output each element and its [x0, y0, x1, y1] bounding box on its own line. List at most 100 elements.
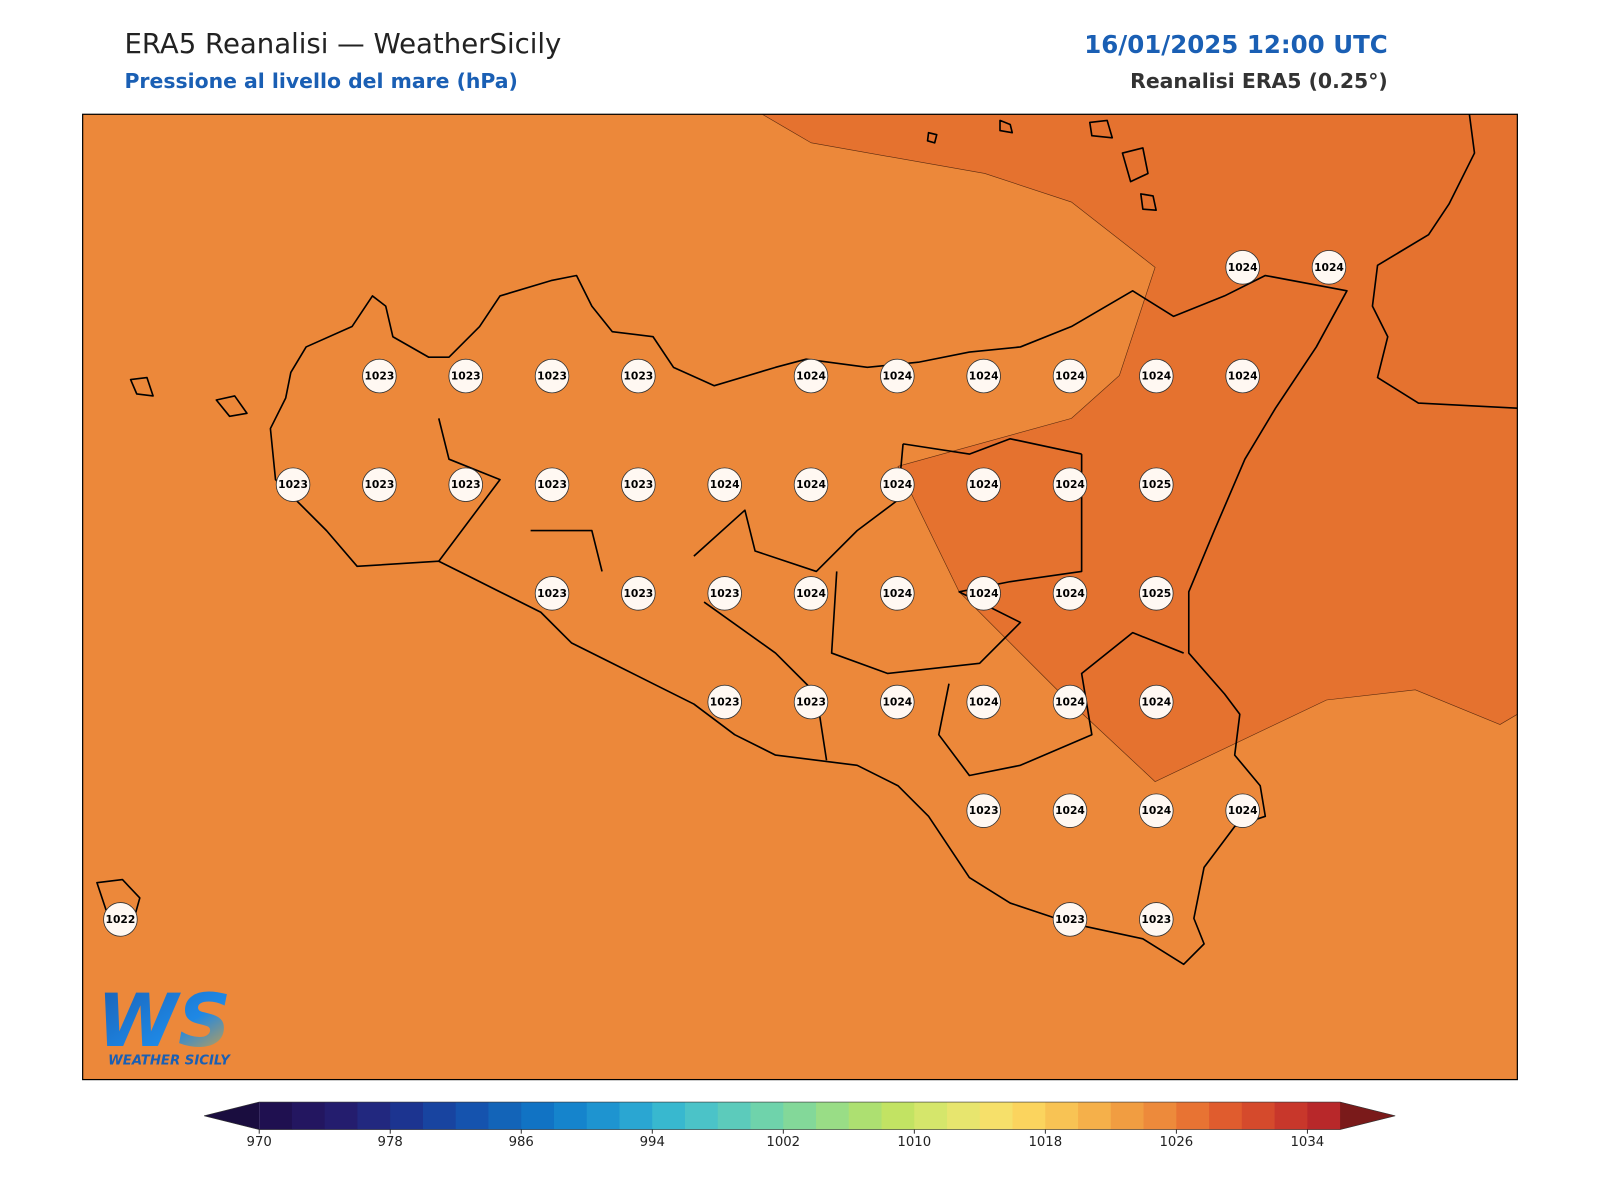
station-value: 1024 — [1055, 478, 1085, 491]
station-value: 1023 — [537, 478, 567, 491]
station-value: 1024 — [969, 370, 999, 383]
station: 1024 — [880, 576, 915, 611]
station: 1024 — [1052, 684, 1088, 720]
station-value: 1024 — [969, 696, 999, 709]
station-value: 1023 — [451, 478, 481, 491]
colorbar-tick-label: 978 — [378, 1135, 403, 1150]
station-value: 1023 — [623, 587, 653, 600]
station-marker — [1139, 467, 1174, 502]
station: 1024 — [1052, 467, 1088, 502]
colorbar-segment — [1307, 1102, 1341, 1130]
station-value: 1023 — [1055, 913, 1085, 926]
colorbar-segment — [1274, 1102, 1308, 1130]
colorbar-tick-label: 970 — [247, 1135, 272, 1150]
station: 1024 — [1225, 793, 1260, 828]
station: 1023 — [1139, 902, 1174, 937]
colorbar-segment — [455, 1102, 489, 1130]
station-value: 1024 — [969, 478, 999, 491]
colorbar-segment — [1012, 1102, 1046, 1130]
colorbar-segment — [390, 1102, 424, 1130]
station-value: 1024 — [1055, 370, 1085, 383]
station-value: 1023 — [710, 696, 740, 709]
colorbar-tick-label: 1034 — [1290, 1135, 1324, 1150]
station: 1023 — [448, 467, 483, 502]
station-marker — [534, 467, 570, 502]
station: 1023 — [793, 684, 829, 720]
station-value: 1023 — [364, 370, 394, 383]
station: 1024 — [880, 684, 915, 720]
colorbar-segment — [1143, 1102, 1177, 1130]
station-marker — [707, 467, 742, 502]
station: 1023 — [275, 467, 311, 502]
station: 1023 — [534, 358, 570, 394]
station-marker — [1139, 902, 1174, 937]
station-marker — [362, 467, 397, 502]
station-value: 1025 — [1141, 587, 1171, 600]
colorbar-under — [204, 1102, 260, 1130]
station-marker — [966, 793, 1001, 828]
colorbar-segment — [750, 1102, 784, 1130]
colorbar-segment — [521, 1102, 555, 1130]
colorbar-segment — [783, 1102, 817, 1130]
colorbar-segment — [324, 1102, 358, 1130]
islands — [96, 119, 1157, 925]
colorbar-segment — [259, 1102, 293, 1130]
station: 1024 — [880, 467, 915, 502]
station: 1023 — [362, 358, 397, 394]
station-marker — [534, 358, 570, 394]
station-marker — [275, 467, 311, 502]
colorbar-segment — [1045, 1102, 1079, 1130]
station-value: 1023 — [623, 370, 653, 383]
station-value: 1025 — [1141, 478, 1171, 491]
station-value: 1024 — [882, 587, 912, 600]
station-value: 1023 — [1141, 913, 1171, 926]
colorbar-segment — [881, 1102, 915, 1130]
colorbar-segment — [1078, 1102, 1112, 1130]
station: 1024 — [1225, 250, 1260, 285]
station: 1024 — [1225, 358, 1260, 394]
station: 1023 — [621, 358, 656, 394]
colorbar-segment — [652, 1102, 686, 1130]
title: ERA5 Reanalisi — WeatherSicily — [124, 28, 561, 60]
station-marker — [448, 467, 483, 502]
station: 1023 — [966, 793, 1001, 828]
station-marker — [1052, 576, 1088, 611]
colorbar-segment — [979, 1102, 1014, 1130]
station-marker — [1139, 684, 1174, 720]
station-value: 1024 — [1055, 696, 1085, 709]
station-marker — [966, 576, 1001, 611]
station-marker — [1052, 358, 1088, 394]
station-value: 1024 — [882, 370, 912, 383]
colorbar-segment — [1176, 1102, 1210, 1130]
colorbar-tick-label: 994 — [640, 1135, 665, 1150]
station-value: 1024 — [1055, 804, 1085, 817]
station-value: 1024 — [1055, 587, 1085, 600]
station-value: 1024 — [1228, 370, 1258, 383]
station-value: 1022 — [106, 913, 136, 926]
station-value: 1023 — [364, 478, 394, 491]
datetime: 16/01/2025 12:00 UTC — [1084, 30, 1388, 59]
station-value: 1024 — [1141, 370, 1171, 383]
colorbar-tick-label: 1002 — [766, 1135, 800, 1150]
station-value: 1024 — [796, 370, 826, 383]
station-value: 1023 — [537, 370, 567, 383]
station-marker — [1225, 250, 1260, 285]
station: 1024 — [966, 684, 1001, 720]
station-marker — [793, 358, 829, 394]
station: 1023 — [362, 467, 397, 502]
colorbar-segment — [422, 1102, 457, 1130]
calabria-coast — [1371, 114, 1518, 409]
pressure-labels: 1024 1024 1023 1023 1023 1023 1024 1024 1024 1024… — [103, 250, 1347, 937]
station-marker — [880, 684, 915, 720]
station-value: 1023 — [451, 370, 481, 383]
station-marker — [966, 467, 1001, 502]
station: 1024 — [1139, 358, 1174, 394]
station-marker — [1052, 684, 1088, 720]
station: 1023 — [707, 576, 742, 611]
station-marker — [793, 467, 829, 502]
station-value: 1024 — [882, 696, 912, 709]
station: 1024 — [1052, 793, 1088, 828]
station-marker — [793, 684, 829, 720]
station: 1024 — [1052, 358, 1088, 394]
